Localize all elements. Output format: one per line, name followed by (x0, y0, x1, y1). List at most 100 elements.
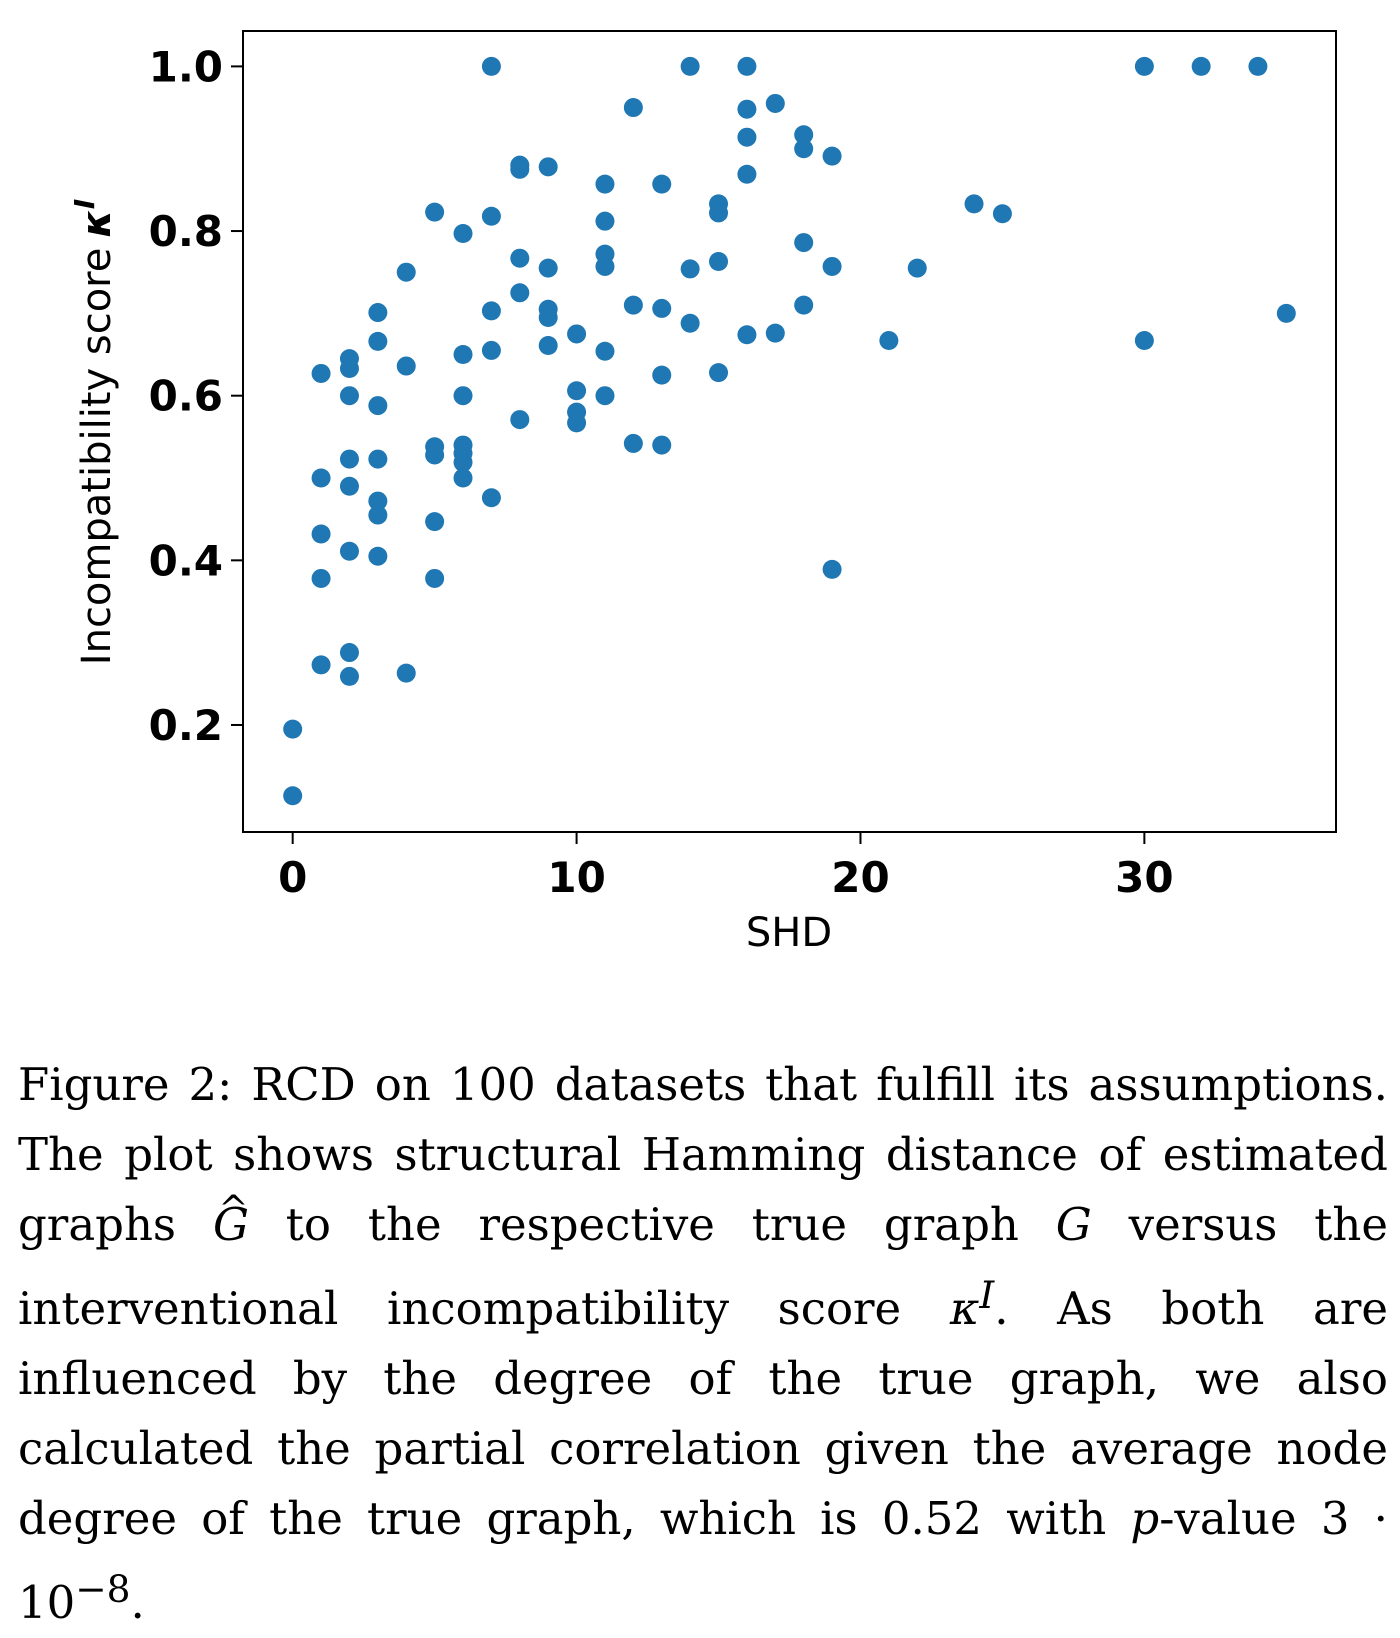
data-point (339, 386, 359, 406)
data-point (453, 468, 473, 488)
data-point (481, 488, 501, 508)
data-points (283, 56, 1296, 806)
data-point (652, 298, 672, 318)
data-point (339, 643, 359, 663)
caption-text-1: RCD on 100 datasets that fulfill its ass… (18, 1058, 1388, 1251)
x-axis-label: SHD (746, 910, 832, 956)
data-point (652, 435, 672, 455)
caption-g-hat: G (213, 1175, 249, 1260)
data-point (623, 433, 643, 453)
data-point (396, 356, 416, 376)
data-point (652, 174, 672, 194)
caption-exponent: −8 (75, 1567, 131, 1611)
data-point (822, 559, 842, 579)
data-point (765, 93, 785, 113)
data-point (879, 331, 899, 351)
caption-text-5: -value 3 · 10 (18, 1492, 1388, 1629)
caption-text-2: to the respective true graph (248, 1198, 1056, 1251)
data-point (737, 56, 757, 76)
data-point (595, 341, 615, 361)
caption-kappa-superscript: I (979, 1273, 995, 1317)
data-point (567, 381, 587, 401)
data-point (368, 505, 388, 525)
data-point (1191, 56, 1211, 76)
y-tick-label: 0.6 (149, 372, 223, 421)
data-point (481, 56, 501, 76)
data-point (907, 258, 927, 278)
data-point (1134, 56, 1154, 76)
data-point (311, 568, 331, 588)
data-point (737, 325, 757, 345)
plot-area-frame (242, 30, 1337, 833)
data-point (396, 663, 416, 683)
data-point (794, 233, 814, 253)
caption-p: p (1130, 1492, 1160, 1545)
data-point (709, 203, 729, 223)
data-point (453, 345, 473, 365)
data-point (680, 259, 700, 279)
data-point (510, 410, 530, 430)
caption-kappa: κ (949, 1282, 980, 1335)
data-point (822, 256, 842, 276)
data-point (1248, 56, 1268, 76)
data-point (510, 159, 530, 179)
x-tick-label: 20 (831, 853, 889, 902)
data-point (425, 512, 445, 532)
y-axis-label-symbol: κ (74, 209, 120, 237)
y-axis-label: Incompatibility score κI (68, 199, 120, 665)
scatter-chart: 0 10 20 30 0.2 0.4 0.6 0.8 1.0 SHD Incompatibil… (68, 30, 1337, 956)
data-point (794, 295, 814, 315)
data-point (652, 365, 672, 385)
data-point (595, 256, 615, 276)
data-point (311, 524, 331, 544)
y-tick-label: 1.0 (149, 42, 223, 91)
caption-text-6: . (130, 1576, 145, 1629)
x-axis-ticks: 0 10 20 30 (278, 832, 1174, 902)
caption-figure-label: Figure 2: (18, 1058, 233, 1111)
data-point (822, 146, 842, 166)
data-point (368, 303, 388, 323)
data-point (709, 363, 729, 383)
data-point (595, 211, 615, 231)
data-point (368, 331, 388, 351)
caption-g: G (1055, 1198, 1092, 1251)
data-point (595, 386, 615, 406)
y-axis-label-superscript: I (68, 199, 101, 209)
data-point (510, 248, 530, 268)
y-axis-label-text: Incompatibility score (74, 248, 120, 666)
data-point (1276, 303, 1296, 323)
data-point (283, 786, 303, 806)
data-point (538, 335, 558, 355)
data-point (283, 719, 303, 739)
data-point (737, 164, 757, 184)
x-tick-label: 30 (1115, 853, 1173, 902)
data-point (481, 340, 501, 360)
figure-caption: Figure 2: RCD on 100 datasets that fulfi… (18, 1050, 1388, 1638)
data-point (623, 295, 643, 315)
data-point (368, 396, 388, 416)
data-point (339, 541, 359, 561)
data-point (567, 324, 587, 344)
data-point (311, 468, 331, 488)
data-point (339, 476, 359, 496)
caption-text-3: versus the interventional incompatibilit… (18, 1198, 1388, 1335)
data-point (794, 139, 814, 159)
data-point (396, 262, 416, 282)
data-point (567, 413, 587, 433)
caption-text-4: . As both are influenced by the degree o… (18, 1282, 1388, 1545)
data-point (425, 445, 445, 465)
x-tick-label: 0 (278, 853, 307, 902)
y-axis-ticks: 0.2 0.4 0.6 0.8 1.0 (149, 42, 243, 750)
data-point (510, 283, 530, 303)
data-point (368, 449, 388, 469)
data-point (311, 363, 331, 383)
data-point (680, 313, 700, 333)
data-point (311, 655, 331, 675)
y-tick-label: 0.2 (149, 701, 223, 750)
data-point (368, 491, 388, 511)
data-point (1134, 331, 1154, 351)
y-tick-label: 0.8 (149, 207, 223, 256)
data-point (992, 204, 1012, 224)
data-point (538, 157, 558, 177)
data-point (737, 127, 757, 147)
